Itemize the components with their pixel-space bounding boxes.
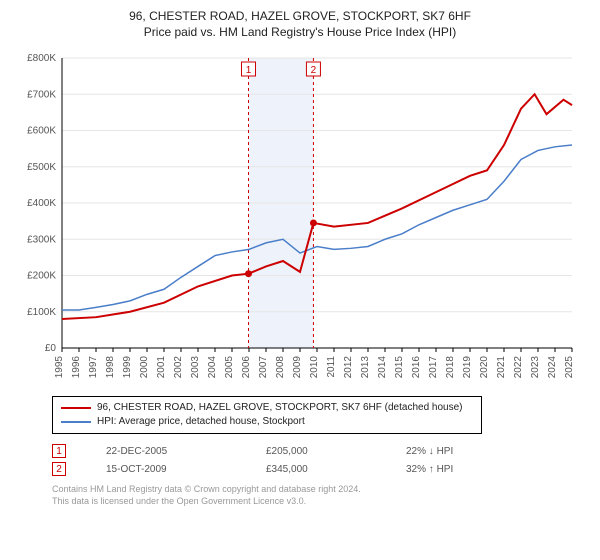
legend-box: 96, CHESTER ROAD, HAZEL GROVE, STOCKPORT… xyxy=(52,396,482,434)
page-wrap: 96, CHESTER ROAD, HAZEL GROVE, STOCKPORT… xyxy=(0,0,600,560)
event-diff-1: 22% ↓ HPI xyxy=(406,446,526,457)
footnote: Contains HM Land Registry data © Crown c… xyxy=(52,484,588,507)
svg-text:1999: 1999 xyxy=(122,356,133,379)
event-row-1: 2 15-OCT-2009 £345,000 32% ↑ HPI xyxy=(52,462,588,476)
legend-swatch-0 xyxy=(61,407,91,409)
svg-text:2001: 2001 xyxy=(156,356,167,379)
legend-label-1: HPI: Average price, detached house, Stoc… xyxy=(97,415,305,429)
svg-text:2: 2 xyxy=(311,65,317,76)
svg-text:£400K: £400K xyxy=(27,198,56,209)
event-row-0: 1 22-DEC-2005 £205,000 22% ↓ HPI xyxy=(52,444,588,458)
svg-text:2003: 2003 xyxy=(190,356,201,379)
svg-text:2010: 2010 xyxy=(309,356,320,379)
svg-text:2021: 2021 xyxy=(496,356,507,379)
svg-text:2012: 2012 xyxy=(343,356,354,379)
event-marker-1: 1 xyxy=(52,444,66,458)
legend-swatch-1 xyxy=(61,421,91,423)
title-subtitle: Price paid vs. HM Land Registry's House … xyxy=(144,25,456,39)
chart-title: 96, CHESTER ROAD, HAZEL GROVE, STOCKPORT… xyxy=(12,8,588,40)
footnote-line1: Contains HM Land Registry data © Crown c… xyxy=(52,484,361,494)
svg-text:2018: 2018 xyxy=(445,356,456,379)
svg-text:2009: 2009 xyxy=(292,356,303,379)
event-marker-2: 2 xyxy=(52,462,66,476)
svg-text:2013: 2013 xyxy=(360,356,371,379)
events-table: 1 22-DEC-2005 £205,000 22% ↓ HPI 2 15-OC… xyxy=(52,444,588,476)
legend-row-1: HPI: Average price, detached house, Stoc… xyxy=(61,415,473,429)
line-chart: £0 £100K £200K £300K £400K £500K £600K £700K £80… xyxy=(12,50,588,390)
svg-text:£600K: £600K xyxy=(27,126,56,137)
event-diff-2: 32% ↑ HPI xyxy=(406,464,526,475)
svg-text:2015: 2015 xyxy=(394,356,405,379)
legend-label-0: 96, CHESTER ROAD, HAZEL GROVE, STOCKPORT… xyxy=(97,401,463,415)
svg-text:2011: 2011 xyxy=(326,356,337,378)
svg-text:£800K: £800K xyxy=(27,53,56,64)
event-price-2: £345,000 xyxy=(266,464,366,475)
svg-text:2006: 2006 xyxy=(241,356,252,379)
footnote-line2: This data is licensed under the Open Gov… xyxy=(52,496,306,506)
svg-text:2000: 2000 xyxy=(139,356,150,379)
event-date-2: 15-OCT-2009 xyxy=(106,464,226,475)
svg-text:2014: 2014 xyxy=(377,356,388,379)
svg-text:2017: 2017 xyxy=(428,356,439,379)
svg-text:2016: 2016 xyxy=(411,356,422,379)
chart-area: £0 £100K £200K £300K £400K £500K £600K £700K £80… xyxy=(12,50,588,390)
svg-text:2019: 2019 xyxy=(462,356,473,379)
svg-text:£500K: £500K xyxy=(27,162,56,173)
legend-row-0: 96, CHESTER ROAD, HAZEL GROVE, STOCKPORT… xyxy=(61,401,473,415)
svg-text:1997: 1997 xyxy=(88,356,99,379)
svg-text:1998: 1998 xyxy=(105,356,116,379)
svg-text:2005: 2005 xyxy=(224,356,235,379)
svg-text:2025: 2025 xyxy=(564,356,575,379)
svg-text:1995: 1995 xyxy=(54,356,65,379)
svg-text:2008: 2008 xyxy=(275,356,286,379)
svg-text:2023: 2023 xyxy=(530,356,541,379)
svg-text:2022: 2022 xyxy=(513,356,524,379)
svg-text:1996: 1996 xyxy=(71,356,82,379)
svg-text:£100K: £100K xyxy=(27,307,56,318)
svg-text:2024: 2024 xyxy=(547,356,558,379)
svg-text:£200K: £200K xyxy=(27,271,56,282)
title-address: 96, CHESTER ROAD, HAZEL GROVE, STOCKPORT… xyxy=(129,9,471,23)
event-price-1: £205,000 xyxy=(266,446,366,457)
svg-text:2020: 2020 xyxy=(479,356,490,379)
svg-text:2007: 2007 xyxy=(258,356,269,379)
svg-text:£300K: £300K xyxy=(27,235,56,246)
svg-text:2002: 2002 xyxy=(173,356,184,379)
svg-text:1: 1 xyxy=(246,65,252,76)
svg-text:£700K: £700K xyxy=(27,90,56,101)
svg-text:£0: £0 xyxy=(45,343,57,354)
svg-text:2004: 2004 xyxy=(207,356,218,379)
event-date-1: 22-DEC-2005 xyxy=(106,446,226,457)
